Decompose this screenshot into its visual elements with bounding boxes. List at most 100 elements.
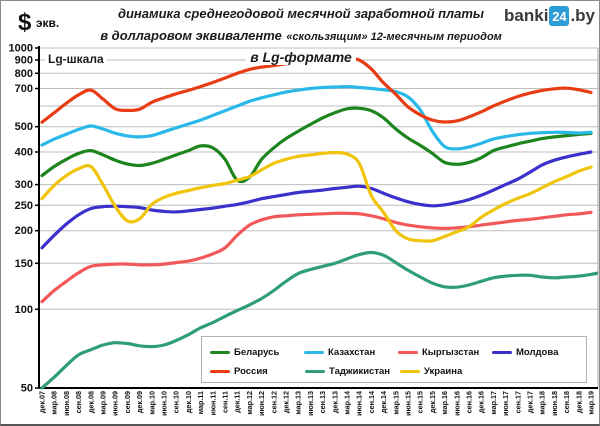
series-line-moldova [40,150,593,250]
legend-swatch-belarus [210,350,230,355]
x-axis-label-дек.07: дек.07 [38,391,47,413]
x-axis-label-дек.16: дек.16 [477,391,486,413]
series-line-ukraine [40,150,593,243]
legend-swatch-russia [210,369,230,374]
legend-swatch-ukraine [400,369,420,374]
x-axis-label-мар.16: мар.16 [440,391,449,415]
legend-item-ukraine: Украина [400,366,495,377]
legend-item-kyrgyzstan: Кыргызстан [398,347,492,358]
title-line-3: в Lg-формате [246,49,356,66]
legend-swatch-kyrgyzstan [398,350,418,355]
y-axis-label-800: 800 [15,68,33,80]
x-axis-label-мар.17: мар.17 [489,391,498,415]
x-axis-label-дек.18: дек.18 [574,391,583,413]
x-axis-label-сен.18: сен.18 [562,391,571,413]
y-axis-label-100: 100 [15,304,33,316]
title-line-2: в долларовом эквиваленте [100,28,282,44]
legend: Беларусь Казахстан Кыргызстан Молдова Россия… [201,336,587,383]
x-axis-label-сен.15: сен.15 [416,391,425,413]
y-axis-label-700: 700 [15,83,33,95]
legend-row-1: Беларусь Казахстан Кыргызстан Молдова [210,343,586,362]
y-axis-label-250: 250 [15,200,33,212]
x-axis-label-мар.14: мар.14 [343,391,352,415]
legend-swatch-tajikistan [305,369,325,374]
legend-label-moldova: Молдова [516,347,559,358]
x-axis-label-сен.09: сен.09 [123,391,132,413]
y-axis-label-900: 900 [15,55,33,67]
y-axis-label-50: 50 [21,383,33,395]
x-axis-label-сен.13: сен.13 [318,391,327,413]
x-axis-label-дек.10: дек.10 [184,391,193,413]
series-line-belarus [40,106,593,184]
x-axis-label-мар.11: мар.11 [196,391,205,414]
x-axis-label-сен.12: сен.12 [269,391,278,413]
legend-label-belarus: Беларусь [234,347,280,358]
y-axis-label-200: 200 [15,225,33,237]
x-axis-label-июн.17: июн.17 [501,391,510,416]
y-axis-label-150: 150 [15,258,33,270]
banki24-logo: banki 24 .by [504,6,595,26]
x-axis-label-мар.15: мар.15 [391,391,400,415]
x-axis-label-сен.14: сен.14 [367,391,376,413]
y-axis-label-400: 400 [15,147,33,159]
x-axis-label-дек.17: дек.17 [526,391,535,413]
legend-item-moldova: Молдова [492,347,586,358]
x-axis-label-июн.18: июн.18 [550,391,559,416]
x-axis-label-мар.13: мар.13 [294,391,303,415]
x-axis-label-июн.13: июн.13 [306,391,315,416]
x-axis-label-сен.16: сен.16 [465,391,474,413]
title-line-2b: «скользящим» 12-месячным периодом [286,31,502,44]
title-line-1: динамика среднегодовой месячной заработн… [117,6,485,21]
legend-label-tajikistan: Таджикистан [329,366,391,377]
chart-title: динамика среднегодовой месячной заработн… [76,3,526,69]
x-axis-label-июн.10: июн.10 [160,391,169,416]
y-axis-label-500: 500 [15,121,33,133]
x-axis-label-дек.15: дек.15 [428,391,437,413]
x-axis-label-дек.11: дек.11 [233,391,242,413]
legend-item-belarus: Беларусь [210,347,304,358]
x-axis-label-июн.11: июн.11 [208,391,217,416]
x-axis-label-дек.12: дек.12 [282,391,291,413]
series-line-tajikistan [40,250,598,390]
series-line-kyrgyzstan [40,210,593,304]
legend-swatch-moldova [492,350,512,355]
legend-item-russia: Россия [210,366,305,377]
legend-row-2: Россия Таджикистан Украина [210,362,586,381]
legend-swatch-kazakhstan [304,350,324,355]
x-axis-label-сен.11: сен.11 [221,391,230,413]
x-axis-label-мар.08: мар.08 [50,391,59,415]
x-axis-label-дек.13: дек.13 [330,391,339,413]
logo-text-left: banki [504,6,549,25]
x-axis-label-мар.12: мар.12 [245,391,254,415]
x-axis-label-дек.08: дек.08 [86,391,95,413]
x-axis-label-мар.09: мар.09 [99,391,108,415]
legend-label-ukraine: Украина [424,366,463,377]
x-axis-label-июн.09: июн.09 [111,391,120,416]
x-axis-label-мар.18: мар.18 [538,391,547,415]
x-axis-label-июн.16: июн.16 [452,391,461,416]
y-axis-unit-label: $ экв. [18,9,60,36]
x-axis-label-июн.08: июн.08 [62,391,71,416]
legend-label-russia: Россия [234,366,268,377]
x-axis-label-дек.09: дек.09 [135,391,144,413]
x-axis-label-дек.14: дек.14 [379,391,388,413]
logo-badge-24: 24 [549,6,570,26]
y-axis-label-300: 300 [15,179,33,191]
legend-label-kazakhstan: Казахстан [328,347,376,358]
x-axis-label-сен.08: сен.08 [74,391,83,413]
x-axis-label-июн.12: июн.12 [257,391,266,416]
legend-label-kyrgyzstan: Кыргызстан [422,347,480,358]
x-axis-label-сен.17: сен.17 [513,391,522,413]
logo-text-right: .by [570,6,595,25]
y-axis-label-1000: 1000 [9,43,33,55]
x-axis-label-мар.19: мар.19 [587,391,596,415]
x-axis-label-мар.10: мар.10 [147,391,156,415]
legend-item-tajikistan: Таджикистан [305,366,400,377]
x-axis-label-сен.10: сен.10 [172,391,181,413]
legend-item-kazakhstan: Казахстан [304,347,398,358]
log-scale-label: Lg-шкала [45,52,107,66]
x-axis-label-июн.14: июн.14 [355,391,364,416]
series-line-kazakhstan [40,84,593,151]
